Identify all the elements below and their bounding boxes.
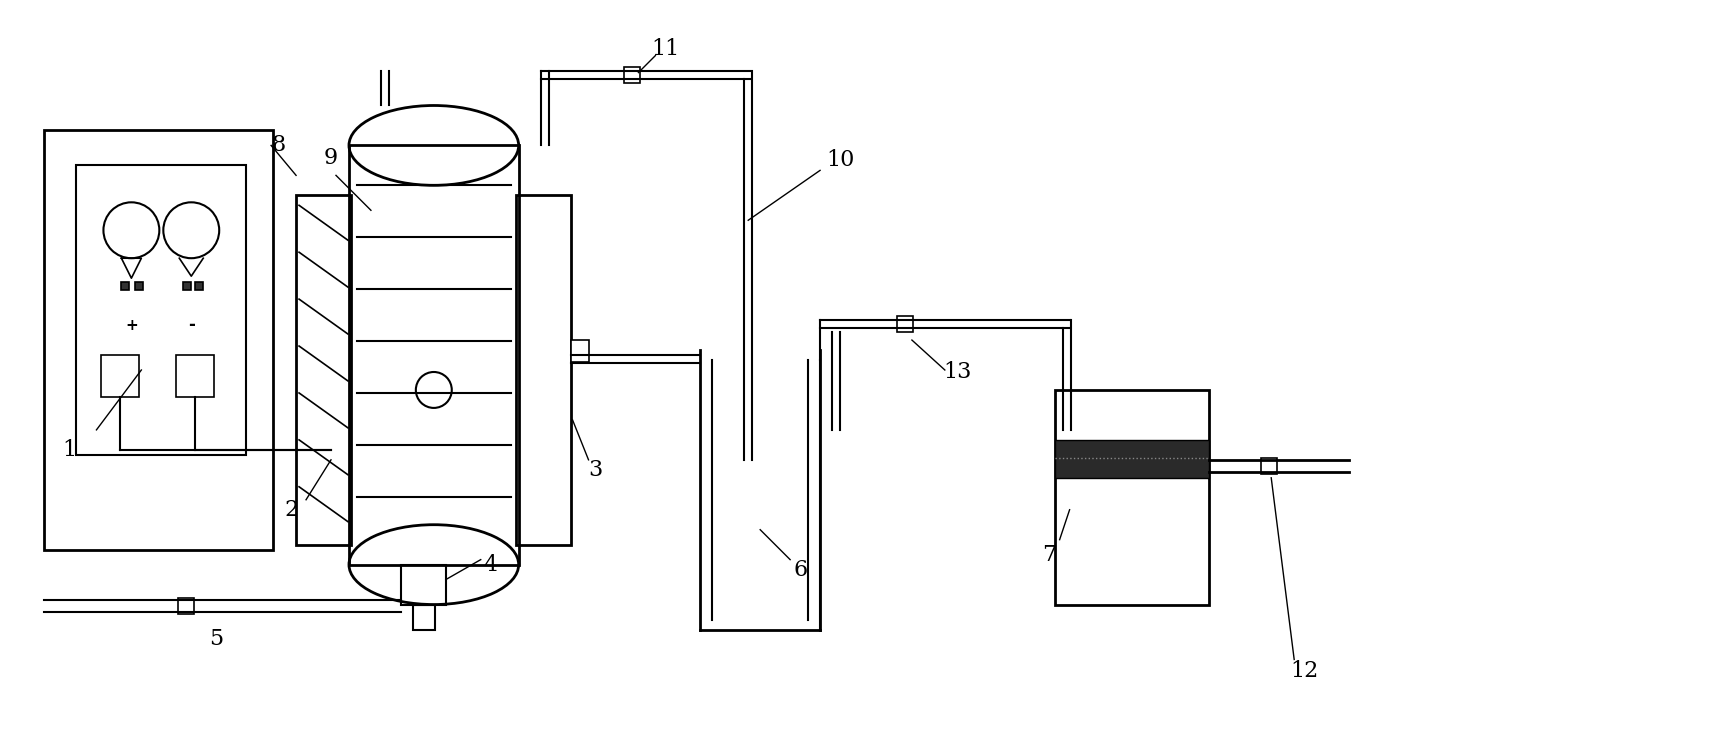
Text: 5: 5 — [210, 628, 224, 650]
Text: 13: 13 — [943, 361, 972, 383]
Bar — [76, 166, 246, 455]
Text: 12: 12 — [1291, 660, 1318, 682]
Text: 7: 7 — [1043, 544, 1057, 566]
Bar — [122, 282, 129, 290]
Bar — [136, 282, 143, 290]
Text: 4: 4 — [484, 553, 497, 575]
Bar — [176, 355, 213, 397]
Bar — [1055, 440, 1210, 478]
Bar — [413, 605, 435, 630]
Text: 9: 9 — [324, 147, 337, 169]
Text: 3: 3 — [589, 459, 602, 481]
Text: 6: 6 — [793, 559, 807, 581]
Bar — [1055, 390, 1210, 605]
Bar — [179, 597, 194, 614]
Bar — [571, 340, 589, 362]
Bar — [349, 145, 518, 564]
Bar — [516, 195, 571, 545]
Bar — [1261, 458, 1277, 474]
Bar — [625, 67, 640, 83]
Bar — [102, 355, 139, 397]
Text: +: + — [126, 317, 138, 333]
Text: 8: 8 — [272, 134, 286, 156]
Text: 11: 11 — [651, 37, 680, 59]
Text: 10: 10 — [826, 150, 854, 172]
Bar — [43, 130, 274, 550]
Bar — [194, 282, 203, 290]
Bar — [296, 195, 351, 545]
Bar — [897, 316, 912, 332]
Text: -: - — [188, 316, 194, 334]
Bar — [182, 282, 191, 290]
Bar — [401, 564, 446, 605]
Text: 2: 2 — [284, 498, 298, 520]
Text: 1: 1 — [62, 439, 76, 461]
